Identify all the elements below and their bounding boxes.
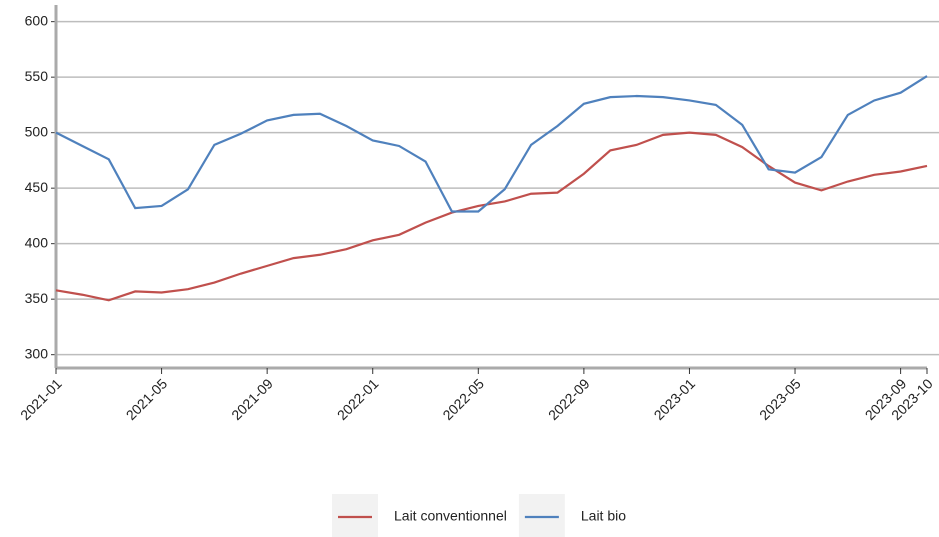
y-tick-label: 550 [25, 68, 49, 84]
x-tick-label: 2021-01 [17, 375, 65, 423]
x-tick-label: 2021-05 [123, 375, 171, 423]
legend-key-bg [518, 494, 565, 537]
legend-label: Lait bio [581, 508, 626, 524]
legend-label: Lait conventionnel [394, 508, 507, 524]
y-tick-label: 450 [25, 179, 49, 195]
x-tick-label: 2022-01 [334, 375, 382, 423]
y-tick-label: 600 [25, 12, 49, 28]
y-tick-label: 350 [25, 290, 49, 306]
x-tick-label: 2022-09 [545, 375, 593, 423]
legend-key-bg [332, 494, 378, 537]
line [55, 75, 928, 213]
x-tick-label: 2023-01 [651, 375, 699, 423]
x-tick-label: 2021-09 [228, 375, 276, 423]
y-tick-label: 400 [25, 234, 49, 250]
y-tick-label: 300 [25, 345, 49, 361]
line [55, 131, 928, 302]
x-tick-label: 2022-05 [439, 375, 487, 423]
y-tick-label: 500 [25, 123, 49, 139]
x-tick-label: 2023-05 [756, 375, 804, 423]
